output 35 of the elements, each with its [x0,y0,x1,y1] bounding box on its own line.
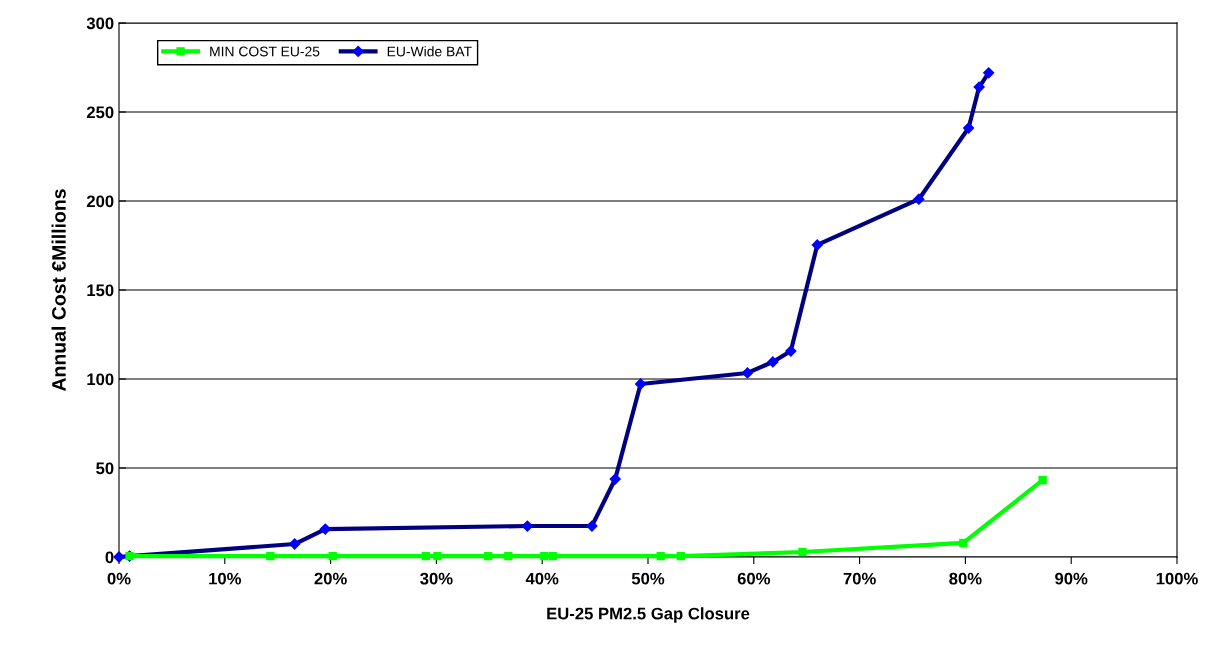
y-tick-label: 300 [86,17,114,30]
x-tick-label: 60% [737,572,771,585]
point [548,551,557,561]
y-tick-label: 50 [96,462,114,475]
point [656,551,665,561]
x-tick-label: 50% [631,572,665,585]
y-tick-label: 0 [105,551,114,564]
point [540,551,549,561]
y-tick-label: 250 [86,106,114,119]
point [266,551,275,561]
point [484,551,493,561]
point [676,551,685,561]
x-tick-label: 90% [1055,572,1088,585]
point [421,551,430,561]
x-tick-label: 20% [314,572,347,585]
point [433,551,442,561]
point [1038,475,1047,485]
y-tick-label: 200 [86,195,114,208]
legend-label: MIN COST EU-25 [210,46,320,57]
point [328,551,337,561]
x-tick-label: 100% [1156,572,1198,585]
point [798,547,807,557]
point [504,551,513,561]
point [959,538,968,548]
y-tick-label: 100 [87,373,114,386]
x-tick-label: 0% [107,572,131,585]
x-axis-title: EU-25 PM2.5 Gap Closure [547,607,750,623]
x-tick-label: 10% [209,572,242,585]
x-tick-label: 80% [949,572,982,585]
x-tick-label: 70% [843,572,876,585]
y-tick-label: 150 [87,284,114,297]
legend-label: EU-Wide BAT [387,46,472,57]
y-axis-title: Annual Cost €Millions [51,189,66,392]
x-tick-label: 40% [525,572,559,585]
x-tick-label: 30% [420,572,453,585]
